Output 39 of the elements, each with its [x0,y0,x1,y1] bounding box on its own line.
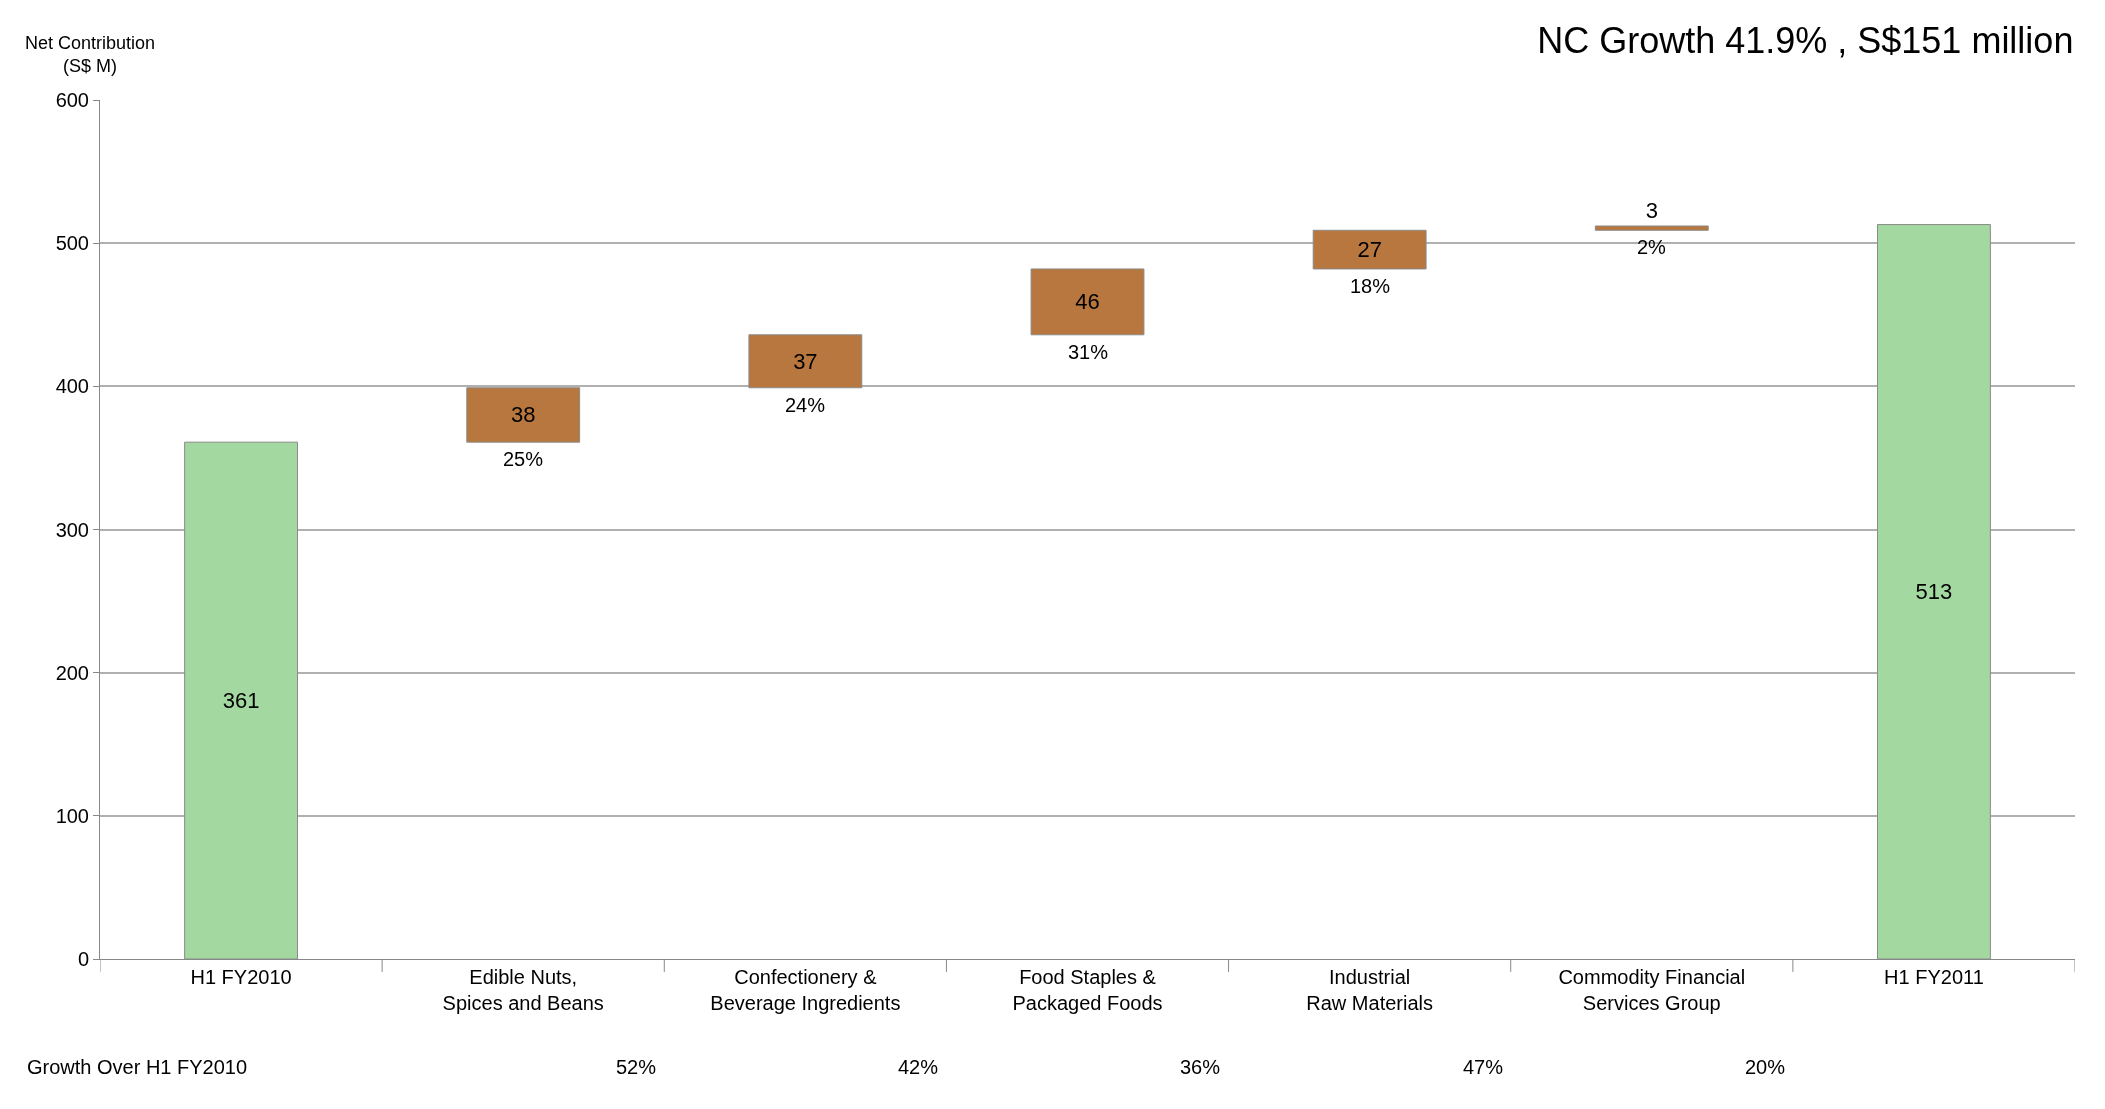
x-tick-label: Edible Nuts, Spices and Beans [442,966,604,1014]
data-label: 3 [1645,197,1658,223]
data-label: 38 [510,402,536,428]
x-tick-label: H1 FY2011 [1884,966,1984,988]
x-tick-label: H1 FY2010 [190,966,292,988]
y-tick-label: 400 [55,375,89,398]
x-tick-label: Commodity Financial Services Group [1558,966,1746,1014]
x-tick-label: Confectionery & Beverage Ingredients [710,966,901,1014]
annotation: 31% [1068,341,1109,363]
chart-title: NC Growth 41.9% , S$151 million [1537,19,2074,61]
data-label: 361 [222,688,260,714]
x-tick-label: Food Staples & Packaged Foods [1012,966,1163,1014]
y-tick-label: 600 [55,89,89,111]
x-tick-label: Industrial Raw Materials [1306,966,1433,1014]
bar [466,387,581,443]
text: 47% [1463,1056,1504,1078]
text: 20% [1745,1056,1786,1078]
bar [748,334,863,389]
y-tick-label: 0 [77,948,89,970]
data-label: 37 [793,348,818,374]
y-tick-label: 100 [55,804,89,827]
annotation: 2% [1637,236,1667,258]
text: Growth Over H1 FY2010 [27,1056,248,1078]
y-tick-label: 300 [55,518,89,541]
bar [1312,229,1427,270]
annotation: 24% [785,394,826,416]
text: 52% [616,1056,657,1078]
text: 36% [1180,1056,1221,1078]
data-label: 46 [1075,289,1100,315]
bar [1594,225,1709,231]
data-label: 27 [1357,237,1382,263]
text: 42% [898,1056,939,1078]
bar [1030,268,1145,336]
annotation: 18% [1350,275,1391,297]
data-label: 513 [1915,579,1953,605]
y-axis-title: Net Contribution (S$ M) [25,33,156,77]
y-tick-label: 500 [55,232,89,255]
y-tick-label: 200 [55,661,89,684]
annotation: 25% [503,448,544,470]
